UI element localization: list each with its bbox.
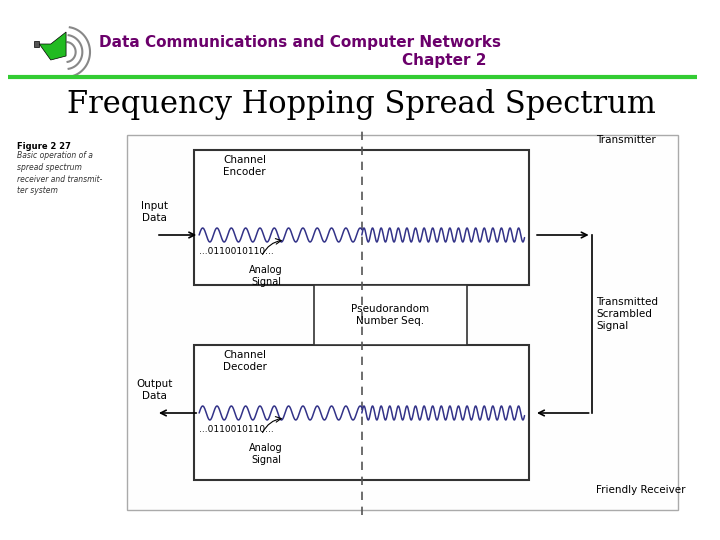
Text: Basic operation of a
spread spectrum
receiver and transmit-
ter system: Basic operation of a spread spectrum rec… [17,151,103,195]
Text: Data Communications and Computer Networks: Data Communications and Computer Network… [99,36,500,51]
Text: Analog
Signal: Analog Signal [249,443,283,464]
Text: Channel
Encoder: Channel Encoder [223,155,266,177]
Text: Transmitter: Transmitter [596,135,656,145]
Text: Output
Data: Output Data [136,380,172,401]
Text: Friendly Receiver: Friendly Receiver [596,485,686,495]
FancyBboxPatch shape [127,135,678,510]
Text: ...0110010110...: ...0110010110... [199,247,274,256]
Text: Figure 2 27: Figure 2 27 [17,142,71,151]
Text: Frequency Hopping Spread Spectrum: Frequency Hopping Spread Spectrum [68,90,656,120]
Text: Channel
Decoder: Channel Decoder [223,350,267,372]
Text: Transmitted
Scrambled
Signal: Transmitted Scrambled Signal [596,298,658,330]
Polygon shape [34,41,40,47]
Text: Chapter 2: Chapter 2 [402,52,486,68]
Text: ...0110010110...: ...0110010110... [199,425,274,434]
Text: Pseudorandom
Number Seq.: Pseudorandom Number Seq. [351,304,430,326]
Text: Input
Data: Input Data [140,201,168,223]
FancyBboxPatch shape [194,345,529,480]
FancyBboxPatch shape [194,150,529,285]
Text: Analog
Signal: Analog Signal [249,265,283,287]
Polygon shape [40,32,66,60]
FancyBboxPatch shape [314,285,467,345]
